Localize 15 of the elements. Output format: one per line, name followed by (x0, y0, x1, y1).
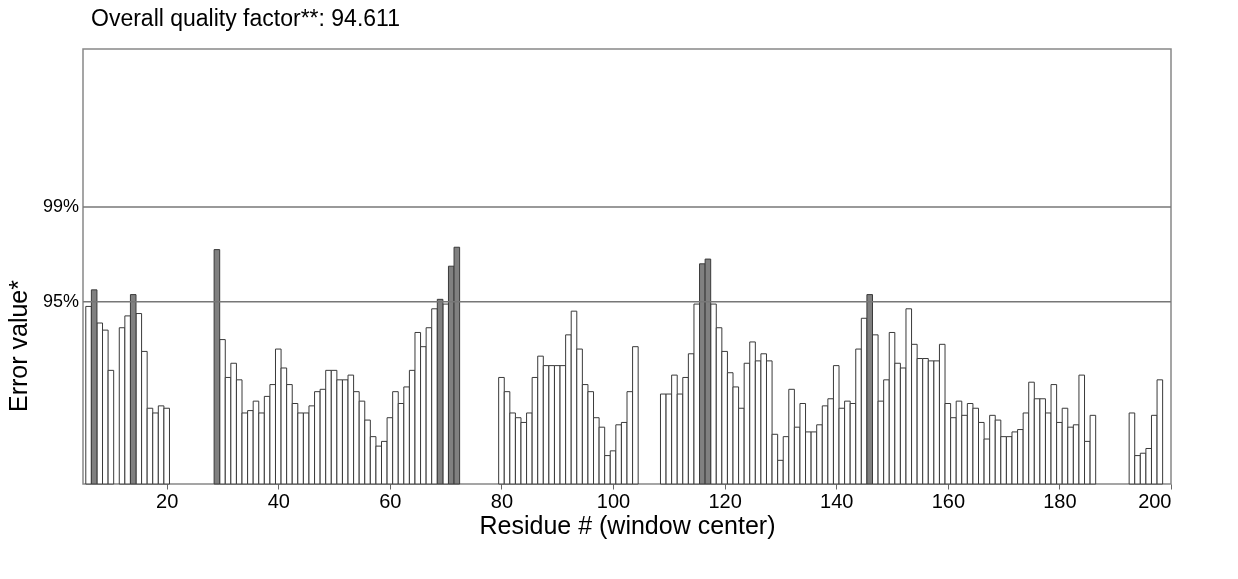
x-tick-label: 200 (1138, 489, 1172, 512)
x-tick-label: 160 (931, 489, 966, 512)
y-axis-title: Error value* (3, 279, 32, 412)
x-tick-label: 140 (820, 489, 854, 512)
text: 95% (42, 290, 79, 311)
x-tick-label: 100 (596, 489, 631, 512)
x-axis-title: Residue # (window center) (479, 510, 776, 539)
x-tick-label: 40 (267, 489, 290, 512)
chart-title: Overall quality factor**: 94.611 (91, 5, 400, 31)
x-tick-label: 80 (490, 489, 514, 512)
text: 99% (42, 196, 79, 216)
x-tick-label: 20 (156, 489, 179, 512)
x-tick-label: 60 (379, 489, 402, 512)
x-tick-label: 120 (708, 489, 742, 512)
x-tick-label: 180 (1043, 489, 1077, 512)
